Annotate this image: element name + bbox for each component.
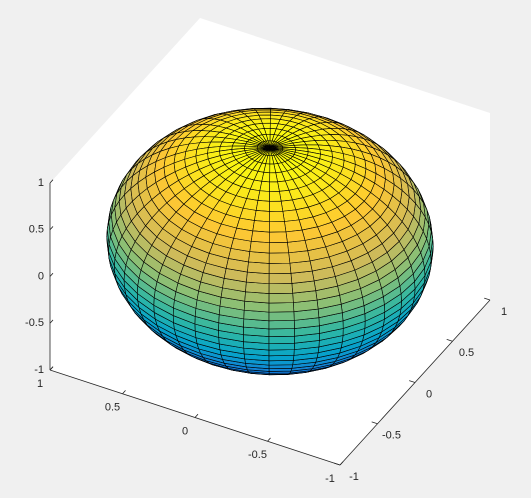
y-tick-label: 0 xyxy=(426,388,432,400)
surface-patch xyxy=(248,251,270,264)
surface-patch xyxy=(282,209,300,222)
surface-patch xyxy=(268,273,293,285)
surface-patch xyxy=(268,302,295,313)
x-tick xyxy=(122,390,126,395)
surface-patch xyxy=(269,210,285,223)
x-tick xyxy=(49,366,54,371)
z-tick xyxy=(49,179,54,184)
surface-patch xyxy=(250,230,270,243)
x-tick-label: -0.5 xyxy=(248,449,267,461)
surface-patch xyxy=(268,360,294,366)
surface-patch xyxy=(256,111,271,116)
x-tick xyxy=(267,437,271,442)
x-tick-label: 0.5 xyxy=(105,402,120,414)
z-tick-label: 1 xyxy=(38,177,44,189)
y-tick-label: -1 xyxy=(349,471,359,483)
surface-patch xyxy=(268,355,295,362)
surface-patch xyxy=(269,221,287,233)
surface-patch xyxy=(268,252,291,264)
surface-patch xyxy=(268,231,288,243)
x-tick xyxy=(339,461,344,466)
surface-patch xyxy=(268,342,295,351)
z-tick-label: -1 xyxy=(34,364,44,376)
y-tick xyxy=(371,421,378,425)
surface-patch xyxy=(268,335,295,344)
surface-patch xyxy=(268,311,295,322)
y-tick-label: -0.5 xyxy=(382,430,401,442)
y-tick xyxy=(484,297,491,301)
surface-patch xyxy=(268,349,295,357)
surface-patch xyxy=(268,320,295,330)
surface-patch xyxy=(268,328,295,337)
surface-patch xyxy=(269,191,282,202)
surface-patch xyxy=(268,283,293,294)
surface-patch xyxy=(259,181,270,192)
z-tick xyxy=(49,272,54,277)
surface-patch xyxy=(247,261,270,275)
y-tick-label: 0.5 xyxy=(459,347,474,359)
x-tick xyxy=(194,413,199,418)
surface-patch xyxy=(254,210,270,223)
z-tick-label: 0 xyxy=(38,270,44,282)
surface-patch xyxy=(257,190,270,202)
surface-patch xyxy=(249,240,270,254)
surface-patch xyxy=(255,200,270,212)
y-tick xyxy=(409,380,416,383)
surface-patch xyxy=(268,292,294,304)
y-tick xyxy=(446,338,453,342)
surface-patch xyxy=(285,229,306,243)
y-tick-label: 1 xyxy=(501,306,507,318)
x-tick-label: 1 xyxy=(37,378,43,390)
surface-patch xyxy=(252,220,270,233)
surface-patch xyxy=(269,181,280,192)
z-tick xyxy=(49,226,54,231)
y-tick xyxy=(334,462,341,466)
surface-patch xyxy=(269,200,284,212)
surface-patch xyxy=(268,242,289,254)
x-tick-label: 0 xyxy=(182,425,188,437)
z-tick-label: -0.5 xyxy=(25,317,44,329)
z-tick-label: 0.5 xyxy=(29,224,44,236)
surface-patch xyxy=(246,271,270,285)
surface-patch xyxy=(268,262,292,275)
x-tick-label: -1 xyxy=(325,473,335,485)
surface-patch xyxy=(284,219,303,233)
z-tick xyxy=(49,319,54,324)
